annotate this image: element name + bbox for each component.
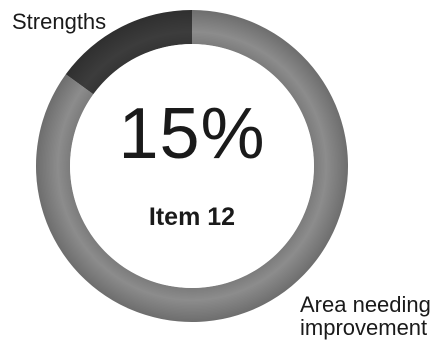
segment-label-improvement: Area needing improvement <box>300 293 431 339</box>
donut-hole <box>70 44 314 288</box>
segment-label-strengths: Strengths <box>12 9 107 34</box>
segment-label-improvement-line1: Area needing <box>300 292 431 317</box>
center-item-label: Item 12 <box>148 203 236 231</box>
center-percent-value: 15% <box>118 94 266 174</box>
segment-label-improvement-line2: improvement <box>300 315 428 340</box>
